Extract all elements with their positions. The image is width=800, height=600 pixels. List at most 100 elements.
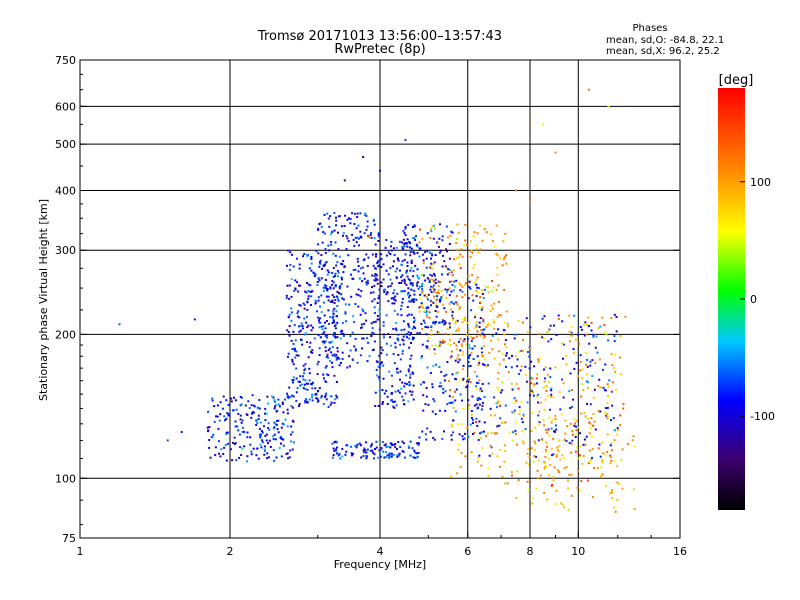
- data-point: [314, 387, 317, 390]
- data-point: [533, 383, 536, 386]
- data-point: [584, 415, 587, 418]
- data-point: [546, 431, 548, 434]
- data-point: [590, 322, 593, 324]
- data-point: [464, 316, 467, 319]
- data-point: [309, 291, 312, 293]
- data-point: [407, 223, 410, 226]
- data-point: [496, 401, 499, 404]
- data-point: [286, 355, 289, 358]
- data-point: [296, 312, 299, 315]
- data-point: [544, 398, 547, 401]
- data-point: [469, 354, 472, 357]
- data-point: [380, 362, 382, 365]
- data-point: [246, 436, 249, 439]
- data-point: [456, 319, 459, 322]
- data-point: [447, 268, 450, 271]
- data-point: [426, 427, 429, 430]
- data-point: [571, 405, 574, 408]
- data-point: [240, 454, 243, 456]
- data-point: [444, 409, 447, 412]
- phases-legend: Phases mean, sd,O: -84.8, 22.1 mean, sd,…: [606, 23, 724, 57]
- data-point: [522, 321, 524, 324]
- data-point: [218, 440, 220, 443]
- data-point: [432, 398, 435, 401]
- data-point: [350, 295, 353, 298]
- data-point: [418, 277, 420, 280]
- data-point: [428, 280, 431, 283]
- data-point: [449, 356, 452, 359]
- data-point: [551, 418, 554, 421]
- data-point: [386, 454, 389, 457]
- data-point: [594, 362, 597, 365]
- data-point: [548, 381, 551, 383]
- data-point: [369, 445, 372, 448]
- data-point: [233, 396, 235, 399]
- data-point: [315, 301, 318, 304]
- data-point: [370, 232, 373, 234]
- data-point: [250, 412, 253, 415]
- data-point: [372, 348, 375, 351]
- data-point: [511, 354, 513, 357]
- data-point: [394, 446, 397, 449]
- data-point: [482, 322, 485, 325]
- data-point: [477, 397, 480, 400]
- data-point: [425, 307, 428, 310]
- data-point: [215, 415, 218, 418]
- data-point: [493, 432, 496, 435]
- data-point: [412, 275, 415, 278]
- data-point: [568, 314, 571, 317]
- data-point: [234, 420, 237, 423]
- data-point: [461, 435, 464, 438]
- data-point: [429, 266, 432, 269]
- data-point: [604, 454, 607, 457]
- data-point: [223, 446, 226, 449]
- data-point: [433, 400, 436, 403]
- data-point: [475, 387, 478, 390]
- data-point: [382, 263, 385, 266]
- data-point: [573, 352, 575, 355]
- data-point: [283, 398, 286, 401]
- data-point: [226, 412, 229, 415]
- data-point: [503, 444, 506, 447]
- data-point: [472, 235, 475, 238]
- data-point: [434, 344, 437, 347]
- x-tick-label: 10: [571, 545, 585, 558]
- data-point: [461, 321, 464, 324]
- data-point: [481, 332, 484, 335]
- data-point: [332, 334, 335, 337]
- data-point: [505, 254, 508, 257]
- data-point: [455, 388, 458, 391]
- y-tick-label: 500: [55, 138, 76, 151]
- data-point: [259, 433, 262, 436]
- data-point: [530, 447, 533, 450]
- data-point: [338, 287, 341, 290]
- data-point: [478, 325, 481, 328]
- data-point: [410, 259, 413, 262]
- data-point: [613, 439, 616, 442]
- data-point: [498, 403, 501, 406]
- data-point: [478, 379, 481, 382]
- data-point: [267, 456, 270, 459]
- data-point: [488, 351, 491, 354]
- data-point: [296, 257, 298, 260]
- data-point: [319, 321, 322, 324]
- data-point: [407, 400, 410, 403]
- data-point: [412, 299, 415, 302]
- data-point: [390, 249, 393, 252]
- data-point: [462, 339, 465, 342]
- data-point: [535, 455, 537, 458]
- data-point: [411, 338, 414, 341]
- data-point: [622, 407, 625, 410]
- data-point: [513, 409, 516, 412]
- data-point: [448, 268, 451, 271]
- data-point: [607, 385, 610, 388]
- data-point: [285, 294, 288, 297]
- data-point: [426, 315, 429, 318]
- data-point: [543, 492, 546, 494]
- data-point: [586, 417, 589, 420]
- data-point: [476, 460, 479, 463]
- data-point: [352, 269, 355, 271]
- data-point: [323, 331, 326, 334]
- data-point: [459, 338, 462, 341]
